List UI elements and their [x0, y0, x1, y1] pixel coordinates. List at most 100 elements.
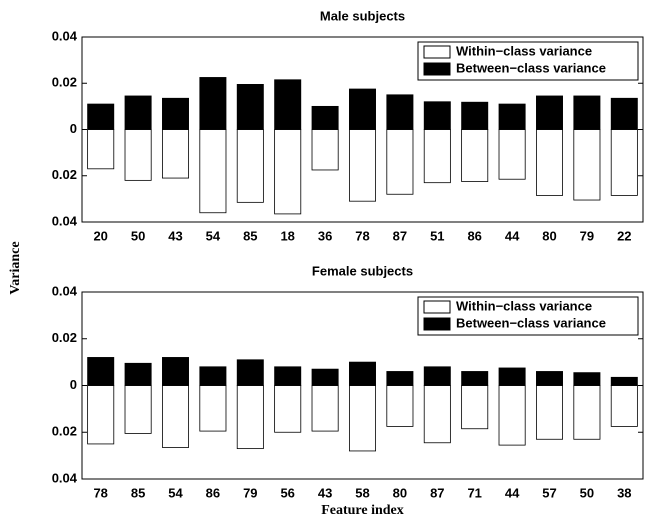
- y-tick-label: 0.04: [52, 213, 78, 228]
- legend-swatch: [423, 62, 451, 76]
- x-tick-label: 80: [542, 228, 556, 243]
- bar: [386, 129, 414, 195]
- bar: [610, 376, 638, 386]
- bar: [236, 84, 264, 130]
- bar: [423, 101, 451, 130]
- y-tick-label: 0.04: [52, 28, 78, 43]
- bar: [536, 95, 563, 130]
- x-tick-label: 54: [168, 485, 183, 500]
- bar: [498, 367, 526, 386]
- x-tick-label: 86: [206, 485, 220, 500]
- bar: [87, 129, 115, 170]
- bar: [461, 101, 489, 130]
- bar: [274, 79, 302, 130]
- x-tick-label: 54: [206, 228, 221, 243]
- bar: [423, 385, 451, 444]
- x-tick-label: 38: [617, 485, 631, 500]
- bar: [124, 362, 152, 386]
- x-tick-label: 51: [430, 228, 444, 243]
- x-tick-label: 71: [467, 485, 481, 500]
- bar: [573, 95, 601, 130]
- bar: [573, 385, 601, 440]
- bar: [610, 97, 638, 130]
- x-tick-label: 58: [355, 485, 369, 500]
- legend-label: Within−class variance: [456, 43, 592, 58]
- x-tick-label: 80: [393, 485, 407, 500]
- bar: [162, 97, 189, 130]
- x-tick-label: 44: [505, 485, 520, 500]
- bar: [610, 129, 638, 196]
- legend-label: Within−class variance: [456, 298, 592, 313]
- x-tick-label: 22: [617, 228, 631, 243]
- bar: [498, 385, 526, 446]
- bar: [573, 129, 601, 201]
- legend-box: [417, 41, 639, 81]
- bar: [162, 385, 189, 448]
- bar: [386, 371, 414, 386]
- bar: [311, 385, 339, 432]
- bar: [349, 129, 376, 202]
- y-tick-label: 0: [70, 121, 77, 136]
- bar: [87, 385, 115, 445]
- bar: [199, 385, 227, 432]
- x-tick-label: 44: [505, 228, 520, 243]
- x-tick-label: 78: [93, 485, 107, 500]
- x-tick-label: 86: [467, 228, 481, 243]
- bar: [349, 385, 376, 452]
- bar: [461, 385, 489, 430]
- bar: [536, 129, 563, 196]
- legend-swatch: [423, 45, 451, 59]
- legend-label: Between−class variance: [456, 60, 606, 75]
- bar: [461, 371, 489, 386]
- bar: [461, 129, 489, 182]
- bar: [536, 385, 563, 440]
- chart-title: Male subjects: [320, 8, 405, 23]
- x-tick-label: 20: [93, 228, 107, 243]
- x-tick-label: 78: [355, 228, 369, 243]
- bar: [311, 105, 339, 130]
- legend-swatch: [423, 317, 451, 331]
- y-tick-label: 0.04: [52, 470, 78, 485]
- bar: [274, 129, 302, 215]
- bar: [536, 371, 563, 386]
- bar: [124, 385, 152, 434]
- y-tick-label: 0.02: [52, 167, 77, 182]
- x-tick-label: 43: [318, 485, 332, 500]
- bar: [311, 368, 339, 386]
- bar: [199, 366, 227, 386]
- bar: [162, 357, 189, 386]
- bar: [124, 129, 152, 181]
- x-tick-label: 85: [243, 228, 257, 243]
- chart-title: Female subjects: [312, 263, 413, 278]
- bar: [124, 95, 152, 130]
- x-tick-label: 85: [131, 485, 145, 500]
- bar: [610, 385, 638, 427]
- x-tick-label: 87: [430, 485, 444, 500]
- y-tick-label: 0.02: [52, 424, 77, 439]
- bar: [274, 366, 302, 386]
- x-tick-label: 18: [280, 228, 294, 243]
- x-tick-label: 79: [243, 485, 257, 500]
- bar: [87, 103, 115, 130]
- x-tick-label: 57: [542, 485, 556, 500]
- x-tick-label: 87: [393, 228, 407, 243]
- legend-box: [417, 296, 639, 336]
- bar: [498, 129, 526, 180]
- bar: [423, 366, 451, 386]
- y-tick-label: 0.02: [52, 75, 77, 90]
- bar: [386, 94, 414, 130]
- bar: [236, 359, 264, 386]
- x-axis-label: Feature index: [321, 503, 404, 518]
- y-tick-label: 0: [70, 377, 77, 392]
- legend-swatch: [423, 300, 451, 314]
- bar: [199, 77, 227, 130]
- y-axis-label: Variance: [8, 241, 23, 294]
- bar: [199, 129, 227, 214]
- bar: [311, 129, 339, 171]
- y-tick-label: 0.02: [52, 330, 77, 345]
- bar: [274, 385, 302, 433]
- bar: [386, 385, 414, 427]
- bar: [236, 129, 264, 203]
- bar: [349, 88, 376, 130]
